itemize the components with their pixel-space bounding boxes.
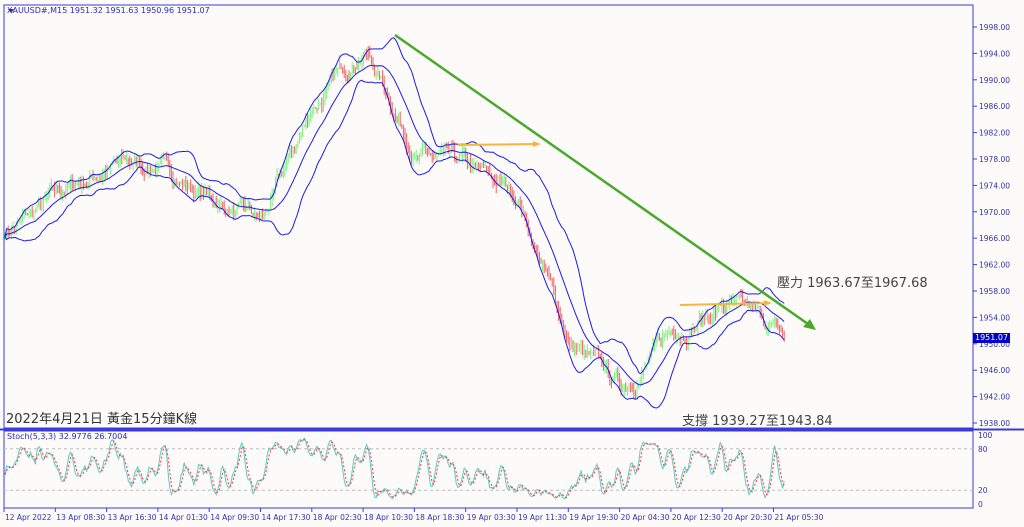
bollinger-upper	[4, 37, 785, 375]
stoch-tick-label: 80	[978, 445, 988, 454]
level-arrow-2	[679, 302, 767, 306]
x-tick-label: 13 Apr 16:30	[108, 513, 157, 522]
y-tick-label: 1950.00	[979, 340, 1010, 349]
x-tick-label: 21 Apr 05:30	[775, 513, 824, 522]
x-tick-label: 14 Apr 01:30	[159, 513, 208, 522]
x-tick-label: 13 Apr 08:30	[56, 513, 105, 522]
current-price-label: 1951.07	[973, 333, 1011, 343]
trendline	[394, 33, 809, 326]
y-tick-label: 1954.00	[979, 313, 1010, 322]
x-tick-label: 18 Apr 18:30	[415, 513, 464, 522]
bollinger-lower	[4, 79, 785, 409]
symbol-info: XAUUSD#,M15 1951.32 1951.63 1950.96 1951…	[7, 6, 210, 15]
trendline-arrowhead	[803, 319, 816, 330]
x-tick-label: 20 Apr 12:30	[672, 513, 721, 522]
x-tick-label: 12 Apr 2022	[5, 513, 52, 522]
dropdown-triangle-icon	[8, 9, 14, 13]
y-tick-label: 1966.00	[979, 234, 1010, 243]
y-tick-label: 1962.00	[979, 261, 1010, 270]
stoch-signal-line	[4, 439, 785, 498]
stochastic-label: Stoch(5,3,3) 32.9776 26.7004	[7, 432, 128, 441]
support-annotation: 支撐 1939.27至1943.84	[682, 414, 833, 429]
y-tick-label: 1978.00	[979, 155, 1010, 164]
level-arrowhead-1	[533, 141, 541, 147]
y-tick-label: 1994.00	[979, 49, 1010, 58]
x-tick-label: 20 Apr 20:30	[723, 513, 772, 522]
resistance-annotation: 壓力 1963.67至1967.68	[777, 276, 928, 291]
chart-annotation-title: 2022年4月21日 黃金15分鐘K線	[6, 412, 198, 427]
x-tick-label: 19 Apr 03:30	[467, 513, 516, 522]
y-tick-label: 1946.00	[979, 366, 1010, 375]
x-tick-label: 18 Apr 02:30	[313, 513, 362, 522]
main-pane-border	[3, 4, 974, 429]
y-tick-label: 1998.00	[979, 23, 1010, 32]
x-tick-label: 14 Apr 09:30	[210, 513, 259, 522]
stoch-pane-border	[3, 430, 974, 509]
y-tick-label: 1986.00	[979, 102, 1010, 111]
y-tick-label: 1982.00	[979, 129, 1010, 138]
x-tick-label: 19 Apr 19:30	[569, 513, 618, 522]
x-tick-label: 20 Apr 04:30	[621, 513, 670, 522]
x-tick-label: 19 Apr 11:30	[518, 513, 567, 522]
stoch-main-line	[4, 437, 785, 500]
level-arrowhead-2	[764, 300, 772, 306]
stoch-tick-label: 20	[978, 486, 988, 495]
y-tick-label: 1938.00	[979, 419, 1010, 428]
y-tick-label: 1990.00	[979, 76, 1010, 85]
candles	[4, 45, 785, 400]
y-tick-label: 1958.00	[979, 287, 1010, 296]
stoch-tick-label: 0	[978, 500, 983, 509]
y-tick-label: 1970.00	[979, 208, 1010, 217]
level-arrow-1	[457, 143, 536, 146]
bollinger-middle	[4, 65, 785, 386]
x-tick-label: 14 Apr 17:30	[262, 513, 311, 522]
x-tick-label: 18 Apr 10:30	[364, 513, 413, 522]
y-tick-label: 1942.00	[979, 393, 1010, 402]
y-tick-label: 1974.00	[979, 181, 1010, 190]
stoch-tick-label: 100	[978, 431, 993, 440]
